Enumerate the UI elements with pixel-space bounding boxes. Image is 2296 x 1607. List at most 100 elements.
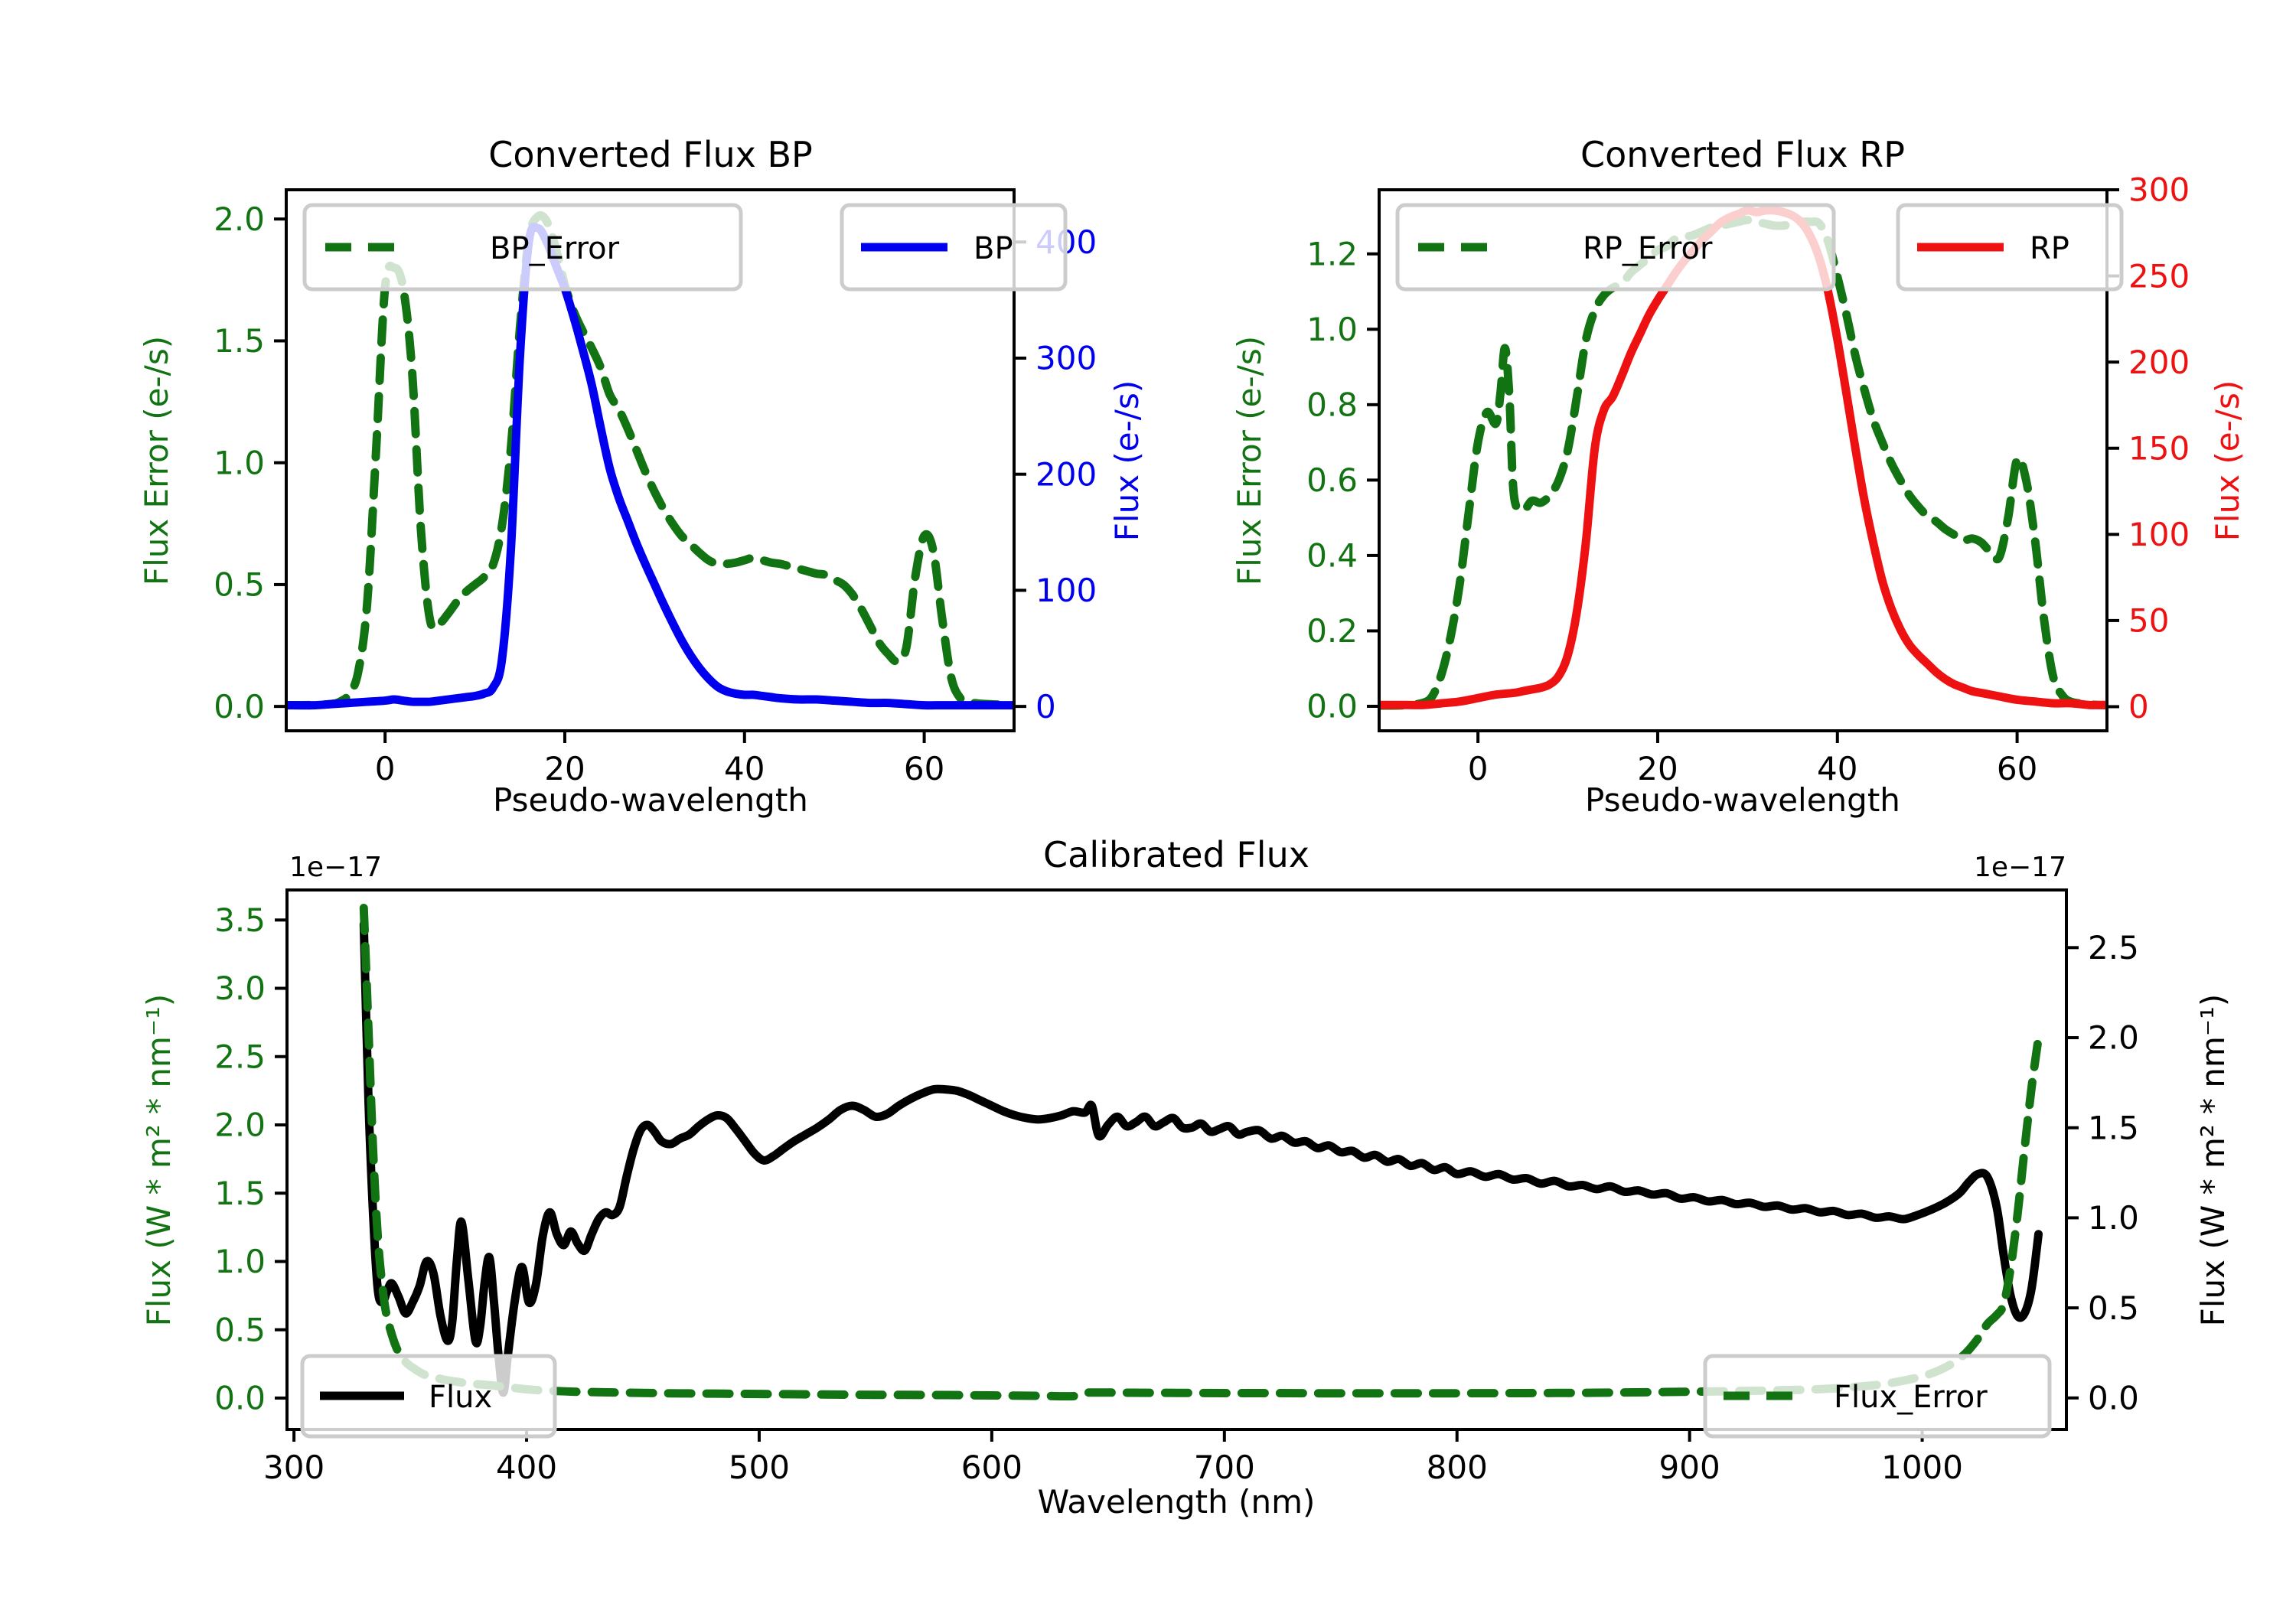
y-tick-label-left: 1.0 [214, 444, 265, 481]
x-tick-label: 0 [1468, 750, 1489, 787]
calibrated-panel-title: Calibrated Flux [1043, 834, 1309, 875]
flux-legend-label: Flux [429, 1380, 492, 1415]
bp-right-y-axis-label: Flux (e-/s) [1108, 380, 1146, 541]
rp-legend-label: RP [2030, 231, 2069, 266]
bp-left-y-axis-label: Flux Error (e-/s) [138, 336, 175, 585]
y-tick-label-left: 0.5 [214, 1311, 266, 1348]
y-tick-label-right: 100 [1035, 572, 1097, 609]
y-tick-label-right: 300 [2128, 171, 2190, 209]
y-tick-label-left: 0.6 [1306, 461, 1358, 499]
y-tick-label-left: 0.4 [1306, 537, 1358, 575]
y-tick-label-left: 1.0 [1306, 311, 1358, 348]
y-tick-label-right: 1.0 [2088, 1199, 2139, 1237]
rp-error-legend[interactable]: RP_Error [1395, 203, 1836, 292]
rp-panel-title: Converted Flux RP [1580, 134, 1905, 175]
y-tick-label-left: 0.2 [1306, 612, 1358, 650]
series-flux-line [359, 920, 2043, 1397]
y-tick-label-right: 250 [2128, 257, 2190, 295]
calibrated-right-y-axis-label: Flux (W * m² * nm⁻¹) [2194, 994, 2232, 1327]
flux-error-legend[interactable]: Flux_Error [1703, 1354, 2052, 1439]
flux-error-legend-label: Flux_Error [1834, 1380, 1988, 1415]
y-tick-label-right: 200 [1035, 455, 1097, 493]
calibrated-left-offset-label: 1e−17 [289, 852, 382, 883]
bp-legend[interactable]: BP [840, 203, 1068, 292]
x-tick-label: 1000 [1881, 1449, 1963, 1486]
calibrated-axes-frame [285, 888, 2068, 1431]
x-tick-label: 700 [1194, 1449, 1255, 1486]
flux-error-legend-box[interactable] [1703, 1354, 2052, 1439]
bp-legend-label: BP [974, 231, 1013, 266]
x-tick-label: 20 [1637, 750, 1678, 787]
y-tick-label-right: 0 [2128, 688, 2149, 725]
rp-left-y-axis-label: Flux Error (e-/s) [1231, 336, 1268, 585]
y-tick-label-left: 2.0 [214, 200, 265, 238]
rp-ticks-group: 0 20 40 60 0.0 0.2 0.4 0.6 0.8 1.0 1.2 0 50 100 150 200… [1306, 171, 2190, 787]
y-tick-label-right: 0.0 [2088, 1380, 2139, 1417]
y-tick-label-right: 1.5 [2088, 1109, 2139, 1146]
x-tick-label: 400 [496, 1449, 557, 1486]
y-tick-label-left: 0.5 [214, 566, 265, 604]
x-tick-label: 300 [263, 1449, 325, 1486]
calibrated-x-axis-label: Wavelength (nm) [1038, 1483, 1316, 1521]
y-tick-label-left: 0.0 [214, 688, 265, 725]
bp-error-legend-box[interactable] [302, 203, 743, 292]
bp-axes-frame [285, 188, 1016, 732]
panel-converted-flux-rp: Converted Flux RP 0 20 40 60 0.0 0.2 0.4 0.6 0.8… [1231, 134, 2246, 819]
x-tick-label: 60 [1997, 750, 2037, 787]
y-tick-label-left: 3.0 [214, 970, 266, 1007]
y-tick-label-right: 50 [2128, 602, 2169, 640]
y-tick-label-right: 0 [1035, 688, 1056, 725]
y-tick-label-right: 2.5 [2088, 929, 2139, 966]
bp-x-axis-label: Pseudo-wavelength [493, 781, 808, 819]
y-tick-label-right: 200 [2128, 344, 2190, 381]
x-tick-label: 60 [904, 750, 944, 787]
panel-converted-flux-bp: Converted Flux BP 0 20 40 60 0.0 0.5 1.0 1.5 2.0… [138, 134, 1146, 819]
rp-legend[interactable]: RP [1896, 203, 2124, 292]
bp-error-legend-label: BP_Error [490, 231, 620, 266]
y-tick-label-left: 1.5 [214, 1175, 266, 1212]
y-tick-label-left: 3.5 [214, 901, 266, 939]
y-tick-label-left: 2.0 [214, 1107, 266, 1144]
y-tick-label-left: 2.5 [214, 1038, 266, 1075]
rp-error-legend-label: RP_Error [1583, 231, 1713, 266]
y-tick-label-left: 0.0 [214, 1380, 266, 1417]
series-bp-error-line [286, 211, 1014, 710]
y-tick-label-right: 300 [1035, 340, 1097, 377]
y-tick-label-left: 0.8 [1306, 386, 1358, 424]
x-tick-label: 20 [544, 750, 585, 787]
bp-legend-box[interactable] [840, 203, 1068, 292]
rp-legend-box[interactable] [1896, 203, 2124, 292]
bp-curves-group [286, 211, 1014, 710]
y-tick-label-left: 0.0 [1306, 688, 1358, 725]
calibrated-ticks-group: 300 400 500 600 700 800 900 1000 0.0 0.5 1.0 1.5 2.0… [214, 901, 2139, 1486]
x-tick-label: 600 [961, 1449, 1022, 1486]
calibrated-curves-group [359, 904, 2043, 1401]
y-tick-label-left: 1.5 [214, 322, 265, 360]
x-tick-label: 40 [1817, 750, 1857, 787]
calibrated-left-y-axis-label: Flux (W * m² * nm⁻¹) [140, 994, 178, 1327]
panel-calibrated-flux: Calibrated Flux 1e−17 1e−17 300 400 500 600… [140, 834, 2232, 1521]
y-tick-label-right: 2.0 [2088, 1019, 2139, 1057]
rp-x-axis-label: Pseudo-wavelength [1585, 781, 1900, 819]
x-tick-label: 500 [729, 1449, 790, 1486]
y-tick-label-right: 150 [2128, 429, 2190, 467]
bp-error-legend[interactable]: BP_Error [302, 203, 743, 292]
y-tick-label-right: 100 [2128, 516, 2190, 553]
x-tick-label: 900 [1659, 1449, 1720, 1486]
x-tick-label: 40 [724, 750, 765, 787]
y-tick-label-right: 0.5 [2088, 1289, 2139, 1327]
rp-error-legend-box[interactable] [1395, 203, 1836, 292]
x-tick-label: 0 [375, 750, 396, 787]
calibrated-right-offset-label: 1e−17 [1974, 852, 2066, 883]
x-tick-label: 800 [1427, 1449, 1488, 1486]
y-tick-label-left: 1.2 [1306, 235, 1358, 272]
flux-legend-box[interactable] [300, 1354, 557, 1439]
rp-axes-frame [1378, 188, 2108, 732]
series-bp-line [286, 222, 1014, 710]
y-tick-label-left: 1.0 [214, 1243, 266, 1280]
rp-right-y-axis-label: Flux (e-/s) [2209, 380, 2246, 541]
flux-legend[interactable]: Flux [300, 1354, 557, 1439]
